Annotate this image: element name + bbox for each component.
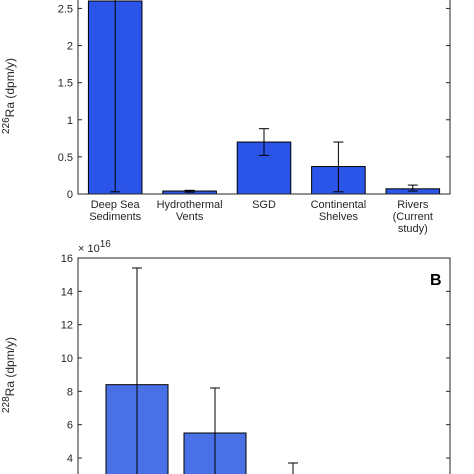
- panel-a-y-axis-label-main: Ra (dpm/y): [3, 58, 17, 117]
- panel-b-y-tick-label: 14: [61, 286, 73, 298]
- panel-a-y-axis-label: 226Ra (dpm/y): [1, 58, 17, 134]
- panel-b-y-tick-label: 16: [61, 253, 73, 265]
- panel-b-letter: B: [430, 272, 442, 289]
- panel-a-axes-frame: [77, 0, 451, 195]
- panel-b-y-axis-label: 228Ra (dpm/y): [1, 337, 17, 413]
- panel-a-y-axis-label-superscript: 226: [1, 117, 12, 134]
- panel-b-y-tick-label: 4: [67, 453, 73, 465]
- panel-b-y-tick-label: 6: [67, 420, 73, 432]
- panel-a-y-tick-label: 0: [67, 189, 73, 201]
- panel-a-y-tick-label: 1.5: [58, 78, 73, 90]
- panel-a: 0 0.5 1 1.5 2 2.5 Deep Sea Sediments Hydrotherm…: [1, 0, 451, 235]
- panel-a-y-tick-label: 1: [67, 115, 73, 127]
- panel-a-category-label-2: Hydrothermal Vents: [157, 199, 223, 223]
- panel-b-y-tick-label: 12: [61, 320, 73, 332]
- panel-b-y-axis-label-main: Ra (dpm/y): [3, 337, 17, 396]
- panel-b-y-tick-label: 10: [61, 353, 73, 365]
- panel-a-y-tick-label: 0.5: [58, 152, 73, 164]
- panel-b-axes-frame: [77, 257, 451, 474]
- panel-b-y-tick-label: 8: [67, 386, 73, 398]
- panel-a-category-label-1: Deep Sea Sediments: [89, 199, 141, 223]
- panel-a-y-tick-label: 2.5: [58, 3, 73, 15]
- panel-b-y-exponent-power: 16: [100, 239, 112, 250]
- panel-a-category-label-5: Rivers (Current study): [393, 199, 433, 235]
- panel-b-y-axis-label-superscript: 228: [1, 396, 12, 413]
- panel-a-y-tick-label: 2: [67, 41, 73, 53]
- panel-a-category-label-4: Continental Shelves: [311, 199, 367, 223]
- panel-b-y-exponent-base: × 10: [78, 243, 100, 255]
- panel-a-category-label-3: SGD: [252, 199, 276, 211]
- panel-b-y-exponent: × 1016: [78, 239, 111, 255]
